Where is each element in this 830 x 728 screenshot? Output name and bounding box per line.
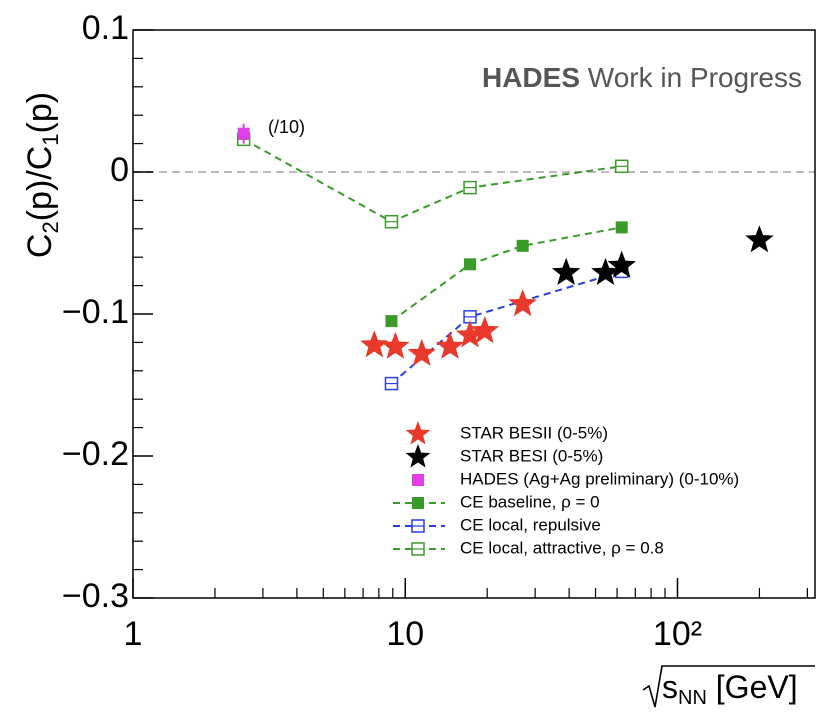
open-square-marker (384, 376, 399, 391)
open-square-marker (411, 542, 425, 556)
star-marker (745, 225, 774, 253)
y-label-part: (p) (21, 92, 59, 134)
open-square-marker (384, 214, 399, 229)
x-label-part: s (662, 669, 678, 705)
square-marker (516, 239, 529, 252)
legend-label: STAR BESI (0-5%) (460, 446, 603, 465)
y-label-sub: 1 (38, 133, 63, 145)
square-marker (385, 315, 398, 328)
legend-label: CE local, attractive, ρ = 0.8 (460, 538, 664, 557)
star-marker (508, 289, 537, 317)
legend-label: HADES (Ag+Ag preliminary) (0-10%) (460, 469, 739, 488)
series-line (243, 138, 622, 223)
star-marker (470, 316, 500, 344)
star-marker (591, 257, 620, 285)
y-tick-label: 0.1 (82, 9, 129, 47)
square-marker (412, 474, 424, 486)
star-marker (381, 331, 410, 359)
square-marker (615, 221, 628, 234)
y-tick-label: −0.3 (62, 577, 129, 615)
legend-label: CE local, repulsive (460, 515, 601, 534)
x-label-part: [GeV] (707, 669, 798, 705)
x-tick-label: 1 (124, 615, 143, 653)
star-marker (551, 257, 581, 285)
series-line (390, 226, 622, 322)
y-tick-label: −0.1 (62, 293, 129, 331)
watermark-text: Work in Progress (580, 62, 802, 93)
open-square-marker (411, 519, 425, 533)
open-square-marker (463, 180, 477, 195)
sqrt-sign (642, 665, 815, 708)
y-label-sub: 2 (38, 221, 63, 233)
square-marker (412, 497, 424, 509)
x-tick-label: 10 (386, 615, 424, 653)
legend-label: CE baseline, ρ = 0 (460, 492, 600, 511)
y-label-part: C (21, 234, 59, 259)
x-label-sub: NN (678, 687, 707, 709)
star-marker (405, 444, 431, 468)
open-square-marker (614, 159, 629, 174)
watermark-bold: HADES (482, 62, 580, 93)
y-tick-label: −0.2 (62, 435, 129, 473)
y-tick-label: 0 (110, 151, 129, 189)
y-label-part: (p)/C (21, 146, 59, 222)
star-marker (360, 330, 389, 358)
open-square-marker (463, 310, 477, 324)
square-marker (237, 127, 250, 140)
star-marker (407, 338, 436, 366)
square-marker (464, 258, 477, 271)
star-marker (455, 320, 485, 348)
x-axis-label: sNN [GeV] (662, 669, 798, 709)
star-marker (607, 250, 636, 278)
annotation: (/10) (268, 117, 305, 137)
star-marker (435, 331, 465, 359)
watermark: HADES Work in Progress (482, 62, 802, 93)
star-marker (405, 421, 431, 445)
legend-label: STAR BESII (0-5%) (460, 423, 608, 442)
y-axis-label: C2(p)/C1(p) (21, 92, 63, 258)
series-line (390, 270, 623, 385)
x-tick-label: 10² (653, 615, 702, 653)
